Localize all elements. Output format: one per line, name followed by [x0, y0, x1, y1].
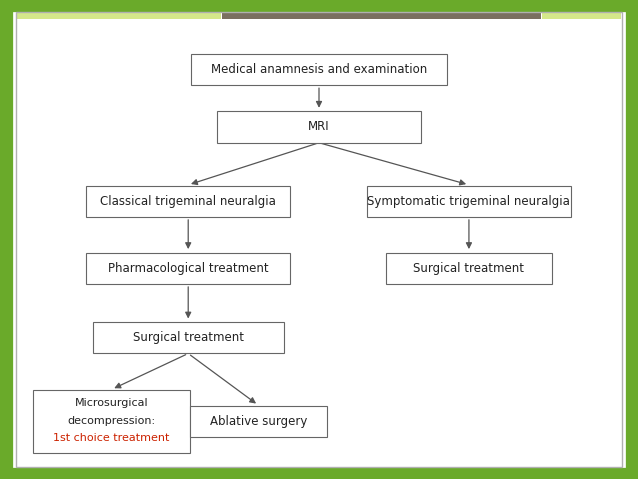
Text: Symptomatic trigeminal neuralgia: Symptomatic trigeminal neuralgia: [367, 194, 570, 208]
Text: Medical anamnesis and examination: Medical anamnesis and examination: [211, 63, 427, 76]
FancyBboxPatch shape: [386, 253, 552, 284]
Text: Classical trigeminal neuralgia: Classical trigeminal neuralgia: [100, 194, 276, 208]
Text: 1st choice treatment: 1st choice treatment: [54, 433, 170, 444]
FancyBboxPatch shape: [93, 322, 284, 354]
FancyBboxPatch shape: [190, 406, 327, 437]
Text: Pharmacological treatment: Pharmacological treatment: [108, 262, 269, 275]
FancyBboxPatch shape: [222, 12, 541, 19]
FancyBboxPatch shape: [217, 111, 421, 143]
FancyBboxPatch shape: [191, 54, 447, 85]
Text: Surgical treatment: Surgical treatment: [133, 331, 244, 344]
Text: Ablative surgery: Ablative surgery: [210, 415, 307, 428]
Text: decompression:: decompression:: [68, 416, 156, 426]
FancyBboxPatch shape: [86, 253, 290, 284]
FancyBboxPatch shape: [367, 185, 571, 217]
Text: MRI: MRI: [308, 120, 330, 134]
Text: Microsurgical: Microsurgical: [75, 398, 149, 408]
FancyBboxPatch shape: [17, 12, 221, 19]
FancyBboxPatch shape: [86, 185, 290, 217]
Text: Surgical treatment: Surgical treatment: [413, 262, 524, 275]
FancyBboxPatch shape: [33, 390, 189, 453]
FancyBboxPatch shape: [542, 12, 621, 19]
